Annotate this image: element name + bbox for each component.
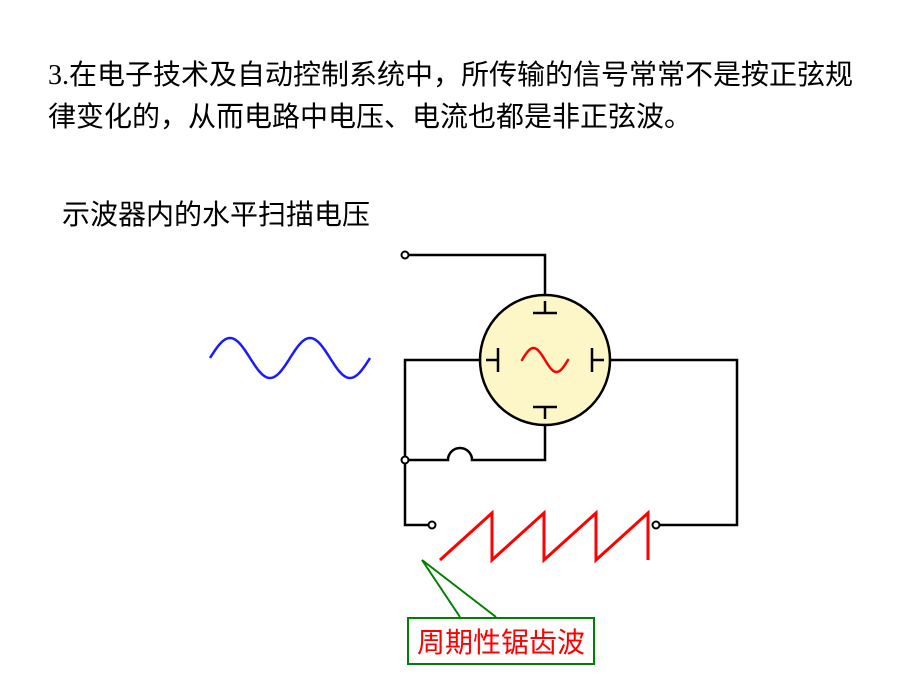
subtitle: 示波器内的水平扫描电压 [62,195,370,237]
main-paragraph: 3.在电子技术及自动控制系统中，所传输的信号常常不是按正弦规律变化的，从而电路中… [48,55,878,139]
circuit-diagram [180,240,780,600]
input-sine-wave [210,338,370,378]
sawtooth-callout: 周期性锯齿波 [407,617,595,665]
sawtooth-wave [440,513,648,560]
